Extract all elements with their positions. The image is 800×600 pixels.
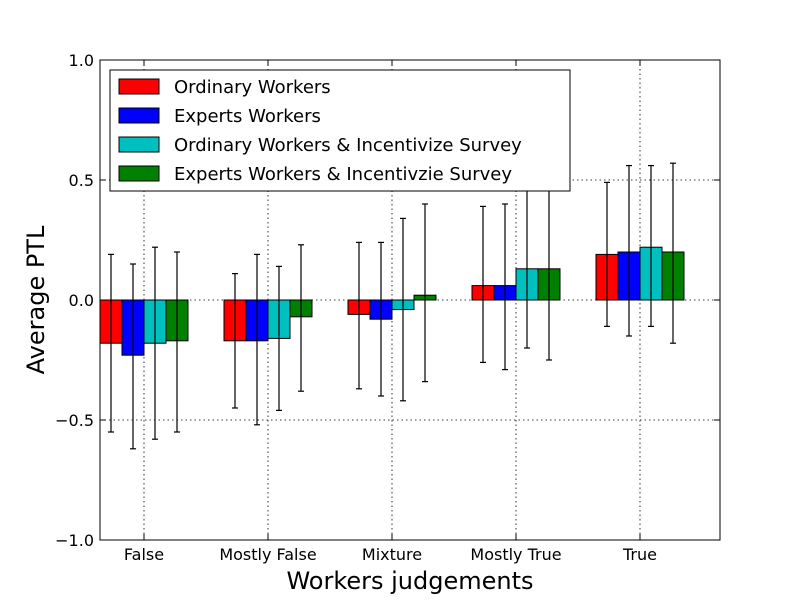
legend-swatch: [118, 165, 160, 182]
x-tick-label: False: [124, 545, 164, 564]
legend-swatch: [118, 136, 160, 153]
legend-frame: [109, 69, 571, 192]
x-tick-label: Mixture: [362, 545, 422, 564]
legend: Ordinary Workers Experts Workers Ordinary …: [109, 69, 571, 192]
y-tick-label: 1.0: [69, 51, 94, 70]
legend-label: Experts Workers & Incentivzie Survey: [174, 164, 512, 185]
y-tick-label: −1.0: [55, 531, 94, 550]
legend-label: Ordinary Workers & Incentivize Survey: [174, 135, 522, 156]
legend-label: Experts Workers: [174, 106, 321, 127]
y-tick-label: 0.0: [69, 291, 94, 310]
y-tick-label: 0.5: [69, 171, 94, 190]
x-tick-label: Mostly False: [219, 545, 316, 564]
legend-swatch: [118, 78, 160, 95]
error-bars-layer: [108, 162, 676, 450]
x-tick-label: True: [622, 545, 657, 564]
ticks-layer: −1.0 −0.5 0.0 0.5 1.0 False Mostly False Mixtur…: [55, 51, 720, 564]
x-axis-label: Workers judgements: [286, 567, 533, 595]
legend-swatch: [118, 107, 160, 124]
legend-label: Ordinary Workers: [174, 77, 331, 98]
x-tick-label: Mostly True: [470, 545, 561, 564]
y-tick-label: −0.5: [55, 411, 94, 430]
y-axis-label: Average PTL: [22, 225, 50, 374]
